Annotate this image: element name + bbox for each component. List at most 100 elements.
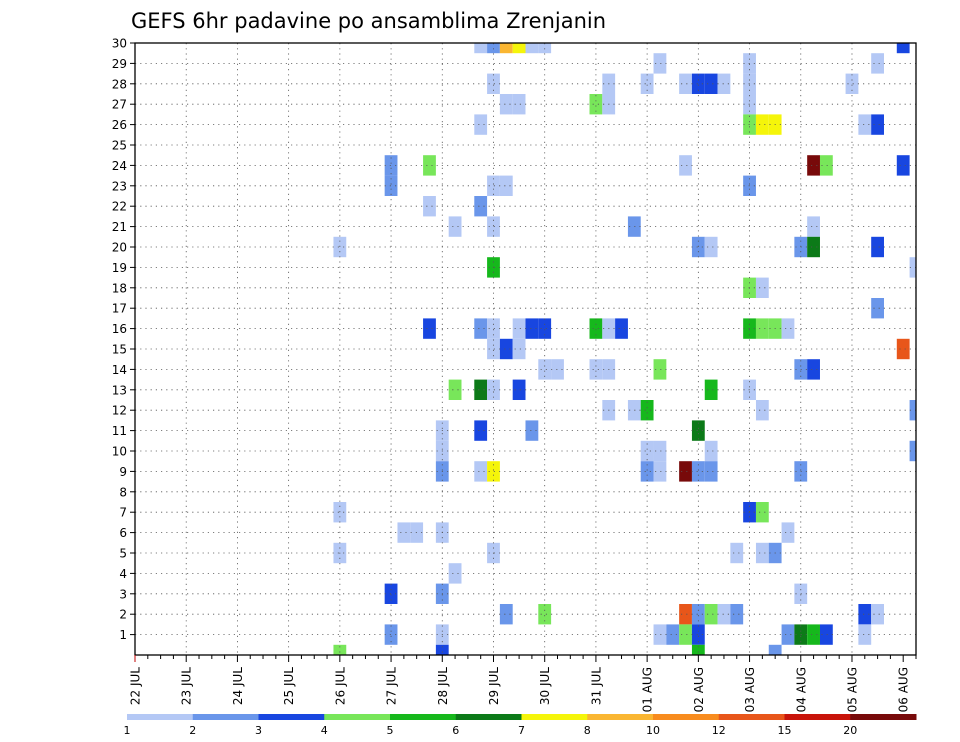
precip-cell — [679, 604, 692, 625]
precip-cell — [858, 624, 872, 645]
precip-cell — [423, 155, 436, 176]
y-tick-label: 28 — [112, 77, 127, 91]
precip-cell — [653, 624, 667, 645]
y-tick-label: 7 — [119, 506, 127, 520]
precip-cell — [679, 461, 692, 482]
colorbar-label: 5 — [387, 724, 394, 737]
precip-cell — [384, 624, 398, 645]
x-tick-label: 02 AUG — [692, 667, 706, 712]
colorbar-swatch — [390, 714, 457, 720]
precip-cell — [781, 624, 795, 645]
precip-cell — [512, 379, 526, 400]
precip-cell — [499, 604, 513, 625]
precip-cell — [474, 318, 488, 339]
colorbar-label: 15 — [778, 724, 792, 737]
precip-cell — [909, 257, 916, 278]
precip-cell — [448, 216, 462, 237]
precip-cell — [858, 114, 872, 135]
precip-cell — [858, 604, 872, 625]
colorbar-label: 20 — [843, 724, 857, 737]
y-tick-label: 1 — [119, 628, 127, 642]
precip-cell — [704, 379, 718, 400]
precip-cell — [896, 338, 910, 360]
precip-cell — [909, 440, 916, 462]
precip-cell — [755, 400, 769, 421]
precip-cell — [474, 461, 488, 482]
y-tick-label: 22 — [112, 200, 127, 214]
precip-cell — [768, 644, 782, 655]
precip-cell — [755, 318, 769, 339]
precip-cell — [871, 604, 884, 625]
precip-cell — [807, 216, 820, 237]
precip-cell — [819, 624, 833, 645]
precip-cell — [691, 461, 705, 482]
precip-cell — [474, 379, 488, 400]
grid-lines — [135, 43, 916, 655]
precip-cell — [487, 175, 500, 196]
y-tick-label: 18 — [112, 281, 127, 295]
precip-cell — [755, 277, 769, 298]
precip-cell — [487, 379, 500, 400]
precip-cell — [538, 318, 552, 339]
precip-cell — [781, 522, 795, 543]
y-tick-label: 9 — [119, 465, 127, 479]
precip-cell — [487, 338, 500, 360]
precip-cell — [807, 236, 820, 258]
y-tick-label: 27 — [112, 98, 127, 112]
y-tick-label: 26 — [112, 118, 127, 132]
colorbar-label: 10 — [646, 724, 660, 737]
precip-cell — [691, 420, 705, 441]
precip-cell — [512, 338, 526, 360]
colorbar-swatch — [521, 714, 588, 720]
y-tick-label: 24 — [112, 159, 127, 173]
precip-cell — [487, 461, 500, 482]
precip-cell — [589, 359, 603, 380]
colorbar-swatch — [784, 714, 851, 720]
precip-cell — [384, 175, 398, 196]
precip-cell — [487, 216, 500, 237]
precip-cell — [653, 461, 667, 482]
precip-cell — [871, 53, 884, 74]
precip-cell — [640, 400, 654, 421]
precip-cell — [474, 114, 488, 135]
x-tick-label: 28 JUL — [436, 667, 450, 705]
colorbar-swatch — [192, 714, 259, 720]
x-tick-label: 04 AUG — [794, 667, 808, 712]
precip-cell — [384, 155, 398, 176]
precip-cell — [499, 43, 513, 54]
y-tick-label: 5 — [119, 547, 127, 561]
precip-cell — [653, 440, 667, 462]
chart-title: GEFS 6hr padavine po ansamblima Zrenjani… — [131, 9, 606, 33]
precip-cell — [474, 420, 488, 441]
precip-cell — [448, 379, 462, 400]
x-tick-label: 23 JUL — [180, 667, 194, 705]
colorbar-label: 2 — [189, 724, 196, 737]
x-axis-ticks: 22 JUL 23 JUL 24 JUL 25 JUL 26 JUL 27 JUL 28 J… — [129, 655, 917, 712]
colorbar-label: 7 — [518, 724, 525, 737]
precip-cell — [704, 73, 718, 94]
y-tick-label: 3 — [119, 587, 127, 601]
y-tick-label: 10 — [112, 445, 127, 459]
precip-cell — [640, 461, 654, 482]
y-tick-label: 15 — [112, 343, 127, 357]
precip-cell — [896, 43, 910, 54]
precip-cell — [871, 114, 884, 135]
y-tick-label: 30 — [112, 37, 127, 51]
precip-cell — [551, 359, 564, 380]
precip-cell — [423, 318, 436, 339]
precip-cell — [423, 196, 436, 217]
precip-cell — [589, 94, 603, 115]
colorbar-swatch — [653, 714, 720, 720]
precip-cell — [525, 318, 539, 339]
precip-cell — [704, 604, 718, 625]
x-tick-label: 06 AUG — [897, 667, 911, 712]
precip-cell — [538, 359, 552, 380]
y-tick-label: 2 — [119, 608, 127, 622]
precip-cell — [384, 583, 398, 604]
precip-cell — [679, 624, 692, 645]
precip-cell — [525, 43, 539, 54]
y-tick-label: 23 — [112, 179, 127, 193]
precip-cell — [640, 440, 654, 462]
colorbar-swatch — [127, 714, 194, 720]
precip-cell — [755, 502, 769, 523]
